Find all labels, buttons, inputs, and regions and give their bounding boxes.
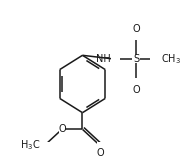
FancyBboxPatch shape xyxy=(133,78,139,85)
FancyBboxPatch shape xyxy=(132,55,140,63)
FancyBboxPatch shape xyxy=(59,126,65,133)
FancyBboxPatch shape xyxy=(97,142,103,149)
FancyBboxPatch shape xyxy=(111,55,120,63)
Text: S: S xyxy=(133,54,139,64)
Text: H$_3$C: H$_3$C xyxy=(20,139,41,152)
Text: O: O xyxy=(132,85,140,95)
Text: O: O xyxy=(96,148,104,158)
Text: O: O xyxy=(132,24,140,34)
Text: NH: NH xyxy=(96,54,111,64)
FancyBboxPatch shape xyxy=(150,55,164,63)
Text: O: O xyxy=(58,124,66,134)
FancyBboxPatch shape xyxy=(133,33,139,40)
Text: CH$_3$: CH$_3$ xyxy=(160,52,181,66)
FancyBboxPatch shape xyxy=(38,142,51,149)
